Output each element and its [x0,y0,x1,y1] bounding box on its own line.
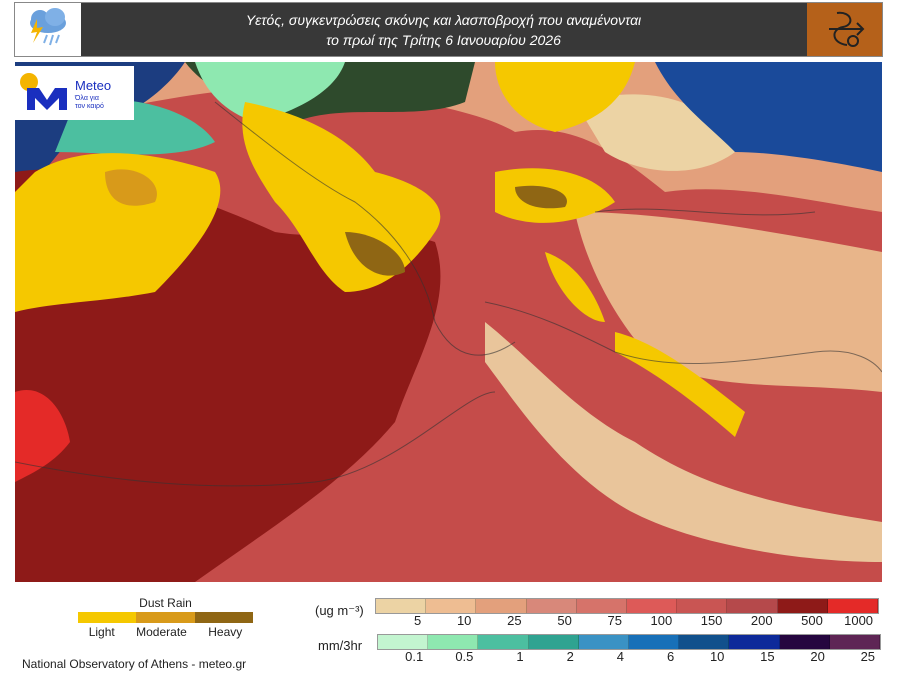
precip-scale-label: 10 [709,649,725,664]
precip-swatch [428,635,479,649]
meteo-logo: Meteo Όλα για τον καιρό [15,66,134,120]
dust-swatch [426,599,477,613]
precip-swatch [829,635,881,649]
dust-swatch [677,599,728,613]
precip-scale-label: 0.1 [405,649,424,664]
precip-scale-label: 4 [616,649,625,664]
dust-swatch [526,599,577,613]
precip-scale-label: 0.5 [455,649,474,664]
precipitation-colorbar [377,634,881,650]
dust-rain-swatch [194,612,253,623]
weather-symbol-icon [807,3,882,56]
dust-scale-label: 50 [557,613,572,628]
precip-scale-label: 1 [516,649,524,664]
precip-swatch [528,635,579,649]
dust-scale-label: 200 [750,613,773,628]
dust-rain-label: Light [88,625,115,639]
dust-rain-label: Moderate [136,625,187,639]
dust-scale-label: 150 [700,613,723,628]
dust-scale-unit: (ug m⁻³) [315,603,364,618]
precip-swatch [478,635,529,649]
dust-swatch [827,599,879,613]
precip-scale-unit: mm/3hr [318,638,363,653]
dust-rain-labels: Light Moderate Heavy [78,625,253,639]
dust-swatch [627,599,678,613]
precip-scale-label: 6 [666,649,675,664]
dust-scale-label: 100 [650,613,673,628]
precip-scale-label: 15 [760,649,775,664]
title-line-1: Υετός, συγκεντρώσεις σκόνης και λασποβρο… [245,12,642,28]
footer-credit: National Observatory of Athens - meteo.g… [22,657,247,671]
dust-rain-label: Heavy [208,625,243,639]
dust-scale-label: 10 [456,613,472,628]
page-title: Υετός, συγκεντρώσεις σκόνης και λασποβρο… [85,10,802,50]
dust-rain-title: Dust Rain [139,596,192,610]
dust-swatch [376,599,427,613]
precip-scale-label: 2 [566,649,574,664]
dust-scale-label: 25 [507,613,522,628]
precip-scale-label: 20 [810,649,825,664]
dust-rain-colorbar [78,612,253,623]
dust-swatch [777,599,828,613]
precip-scale-label: 25 [860,649,876,664]
precip-swatch [729,635,780,649]
logo-brand: Meteo [75,78,112,93]
dust-rain-swatch [136,612,195,623]
precip-swatch [578,635,630,649]
header-banner: Υετός, συγκεντρώσεις σκόνης και λασποβρο… [14,2,883,57]
precip-swatch [679,635,730,649]
dust-scale-label: 1000 [844,613,874,628]
dust-scale-labels: 5 10 25 50 75 100 150 200 500 1000 [375,613,877,628]
dust-scale-label: 5 [413,613,422,628]
dust-scale-label: 500 [801,613,823,628]
dust-swatch [727,599,778,613]
dust-concentration-colorbar [375,598,879,614]
logo-tagline: Όλα για τον καιρό [75,95,104,110]
title-line-2: το πρωί της Τρίτης 6 Ιανουαρίου 2026 [326,32,561,48]
precip-scale-labels: 0.1 0.5 1 2 4 6 10 15 20 25 [377,649,879,664]
precip-swatch [779,635,830,649]
dust-scale-label: 75 [607,613,623,628]
dust-swatch [476,599,527,613]
dust-forecast-map [15,62,882,582]
dust-swatch [576,599,628,613]
precip-swatch [629,635,680,649]
dust-rain-legend: Dust Rain Light Moderate Heavy [78,596,253,639]
precip-swatch [378,635,429,649]
dust-rain-swatch [78,612,137,623]
rain-cloud-lightning-icon [15,3,81,56]
